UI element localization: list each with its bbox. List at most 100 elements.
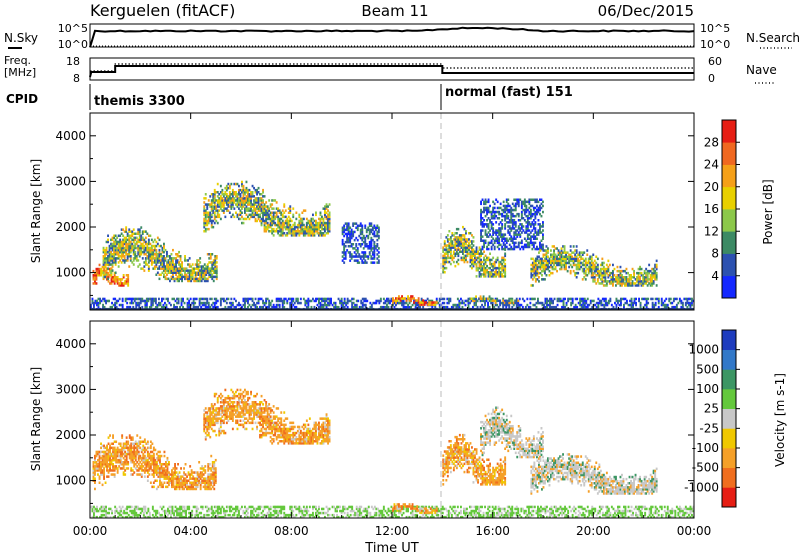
echo-cell bbox=[586, 249, 588, 252]
echo-cell bbox=[638, 298, 640, 301]
echo-cell bbox=[111, 510, 113, 513]
echo-cell bbox=[190, 298, 192, 301]
echo-cell bbox=[217, 306, 219, 309]
echo-cell bbox=[370, 222, 372, 225]
echo-cell bbox=[541, 274, 543, 277]
echo-cell bbox=[534, 221, 536, 224]
echo-cell bbox=[542, 244, 544, 247]
echo-cell bbox=[235, 300, 237, 303]
echo-cell bbox=[541, 215, 543, 218]
beam-title: Beam 11 bbox=[361, 2, 428, 20]
colorbar-tick-label: 8 bbox=[711, 247, 719, 261]
echo-cell bbox=[112, 269, 114, 272]
echo-cell bbox=[145, 237, 147, 240]
echo-cell bbox=[330, 298, 332, 301]
echo-cell bbox=[208, 199, 210, 202]
echo-cell bbox=[449, 298, 451, 301]
echo-cell bbox=[128, 265, 130, 268]
echo-cell bbox=[271, 203, 273, 206]
colorbar-swatch bbox=[722, 142, 736, 165]
echo-cell bbox=[501, 219, 503, 222]
echo-cell bbox=[534, 242, 536, 245]
echo-cell bbox=[542, 205, 544, 208]
echo-cell bbox=[462, 306, 464, 309]
echo-cell bbox=[378, 255, 380, 257]
echo-cell bbox=[208, 228, 210, 231]
echo-cell bbox=[229, 212, 231, 215]
echo-cell bbox=[167, 298, 169, 301]
echo-cell bbox=[593, 300, 595, 303]
echo-cell bbox=[127, 274, 129, 277]
echo-cell bbox=[467, 261, 469, 264]
echo-cell bbox=[376, 243, 378, 246]
echo-cell bbox=[311, 306, 313, 309]
echo-cell bbox=[258, 187, 260, 190]
colorbar-swatch bbox=[722, 276, 736, 299]
echo-cell bbox=[172, 249, 174, 252]
echo-cell bbox=[116, 508, 118, 511]
echo-cell bbox=[447, 234, 449, 237]
freq-frame bbox=[90, 58, 694, 80]
echo-cell bbox=[126, 302, 128, 305]
echo-cell bbox=[609, 298, 611, 301]
echo-cell bbox=[147, 508, 149, 511]
echo-cell bbox=[184, 302, 186, 305]
colorbar-tick-label: 24 bbox=[704, 158, 719, 172]
nave-tick-bottom: 0 bbox=[708, 72, 715, 85]
echo-cell bbox=[199, 261, 201, 264]
power-colorbar-label: Power [dB] bbox=[761, 179, 775, 244]
echo-cell bbox=[626, 300, 628, 303]
freq-tick-top: 18 bbox=[66, 55, 80, 68]
echo-cell bbox=[587, 298, 589, 301]
echo-cell bbox=[436, 301, 438, 304]
echo-cell bbox=[453, 261, 455, 264]
nsky-label: N.Sky bbox=[4, 31, 38, 45]
echo-cell bbox=[304, 209, 306, 212]
echo-cell bbox=[612, 264, 614, 267]
power-ylabel: Slant Range [km] bbox=[29, 159, 43, 263]
echo-cell bbox=[292, 214, 294, 217]
echo-cell bbox=[497, 257, 499, 260]
echo-cell bbox=[238, 185, 240, 188]
echo-cell bbox=[522, 225, 524, 228]
echo-cell bbox=[365, 304, 367, 307]
echo-cell bbox=[211, 253, 213, 256]
echo-cell bbox=[515, 221, 517, 224]
echo-cell bbox=[130, 255, 132, 258]
y-tick-label: 2000 bbox=[55, 220, 86, 234]
echo-cell bbox=[233, 216, 235, 219]
cpid-segment-1: themis 3300 bbox=[94, 94, 185, 109]
echo-cell bbox=[601, 258, 603, 261]
echo-cell bbox=[345, 245, 347, 248]
echo-cell bbox=[556, 270, 558, 273]
cpid-label: CPID bbox=[6, 92, 38, 106]
echo-cell bbox=[273, 207, 275, 210]
echo-cell bbox=[107, 239, 109, 242]
echo-cell bbox=[268, 199, 270, 202]
station-title: Kerguelen (fitACF) bbox=[90, 1, 235, 20]
echo-cell bbox=[378, 259, 380, 262]
echo-cell bbox=[373, 261, 375, 264]
echo-cell bbox=[450, 263, 452, 266]
date-title: 06/Dec/2015 bbox=[598, 2, 694, 20]
echo-cell bbox=[171, 253, 173, 256]
echo-cell bbox=[483, 251, 485, 254]
echo-cell bbox=[364, 225, 366, 228]
echo-cell bbox=[550, 249, 552, 252]
echo-cell bbox=[500, 203, 502, 206]
colorbar-tick-label: 12 bbox=[704, 224, 719, 238]
echo-cell bbox=[473, 236, 475, 239]
echo-cell bbox=[103, 267, 105, 270]
echo-cell bbox=[564, 298, 566, 301]
echo-cell bbox=[119, 298, 121, 301]
echo-cell bbox=[499, 300, 501, 303]
echo-cell bbox=[605, 298, 607, 301]
echo-cell bbox=[573, 245, 575, 248]
echo-cell bbox=[366, 300, 368, 303]
echo-cell bbox=[436, 298, 438, 301]
echo-cell bbox=[289, 205, 291, 208]
echo-cell bbox=[586, 254, 588, 257]
echo-cell bbox=[99, 264, 101, 267]
